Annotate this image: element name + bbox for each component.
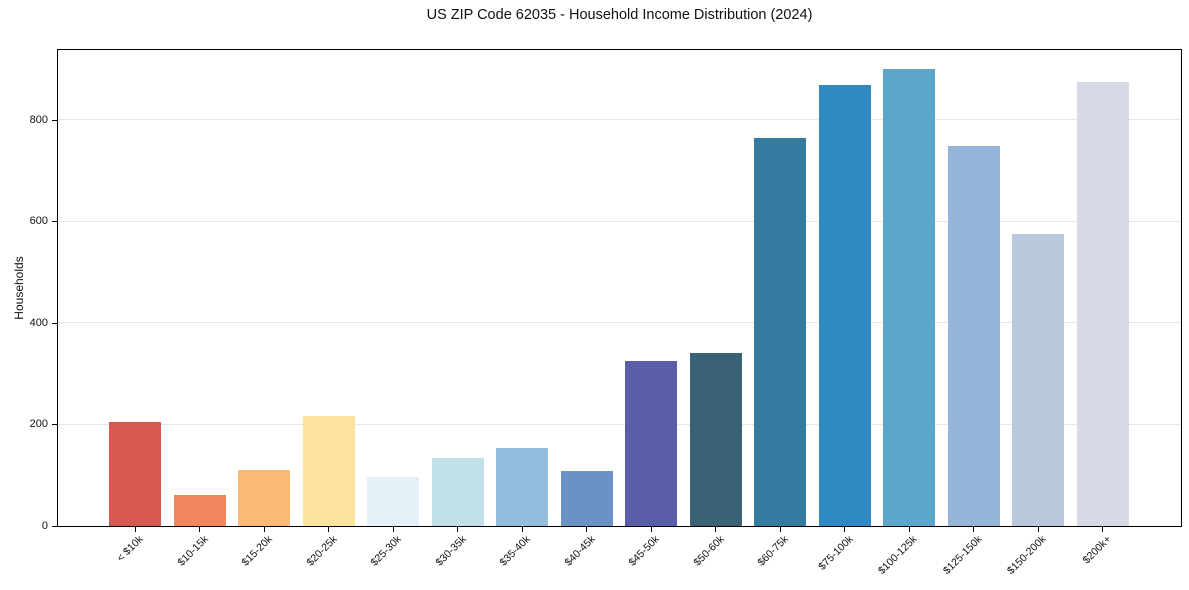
x-tick-mark (586, 526, 588, 532)
x-tick-label: < $10k (114, 533, 146, 565)
x-tick-label: $125-150k (940, 533, 985, 577)
x-tick-mark (650, 526, 652, 532)
y-tick-label: 400 (29, 316, 48, 329)
bar-$200k+ (1076, 81, 1129, 526)
bar-$45-50k (625, 361, 677, 526)
x-tick-label: $200k+ (1080, 533, 1114, 567)
x-tick-label: $60-75k (755, 533, 791, 569)
bar-$40-45k (560, 471, 613, 526)
bar-$30-35k (431, 457, 484, 526)
x-tick-mark (1037, 526, 1039, 532)
x-tick-label: $150-200k (1005, 533, 1049, 577)
x-tick-label: $35-40k (497, 533, 533, 569)
x-tick-label: $40-45k (561, 533, 598, 569)
bar-$10-15k (173, 494, 226, 526)
bar-$60-75k (754, 137, 806, 526)
x-tick-label: $15-20k (239, 533, 275, 569)
y-tick-label: 600 (29, 215, 48, 228)
bar-< $10k (109, 421, 161, 526)
x-tick-mark (392, 526, 394, 532)
y-tick-label: 200 (29, 418, 48, 430)
x-tick-label: $50-60k (690, 533, 727, 569)
x-tick-mark (263, 526, 265, 532)
x-tick-label: $30-35k (432, 533, 469, 569)
x-tick-mark (779, 526, 781, 532)
bar-$50-60k (689, 353, 742, 526)
x-tick-mark (844, 526, 846, 532)
x-tick-mark (457, 526, 459, 532)
gridline (58, 220, 1181, 222)
bar-$125-150k (947, 146, 1000, 526)
x-tick-mark (1102, 526, 1104, 532)
y-tick-label: 800 (29, 113, 48, 126)
x-tick-label: $75-100k (815, 533, 856, 573)
x-tick-label: $45-50k (626, 533, 662, 569)
x-tick-mark (199, 526, 201, 532)
x-tick-label: $100-125k (876, 533, 920, 577)
bar-$15-20k (238, 470, 290, 526)
x-tick-mark (973, 526, 975, 532)
y-tick-mark (52, 525, 58, 527)
bar-$20-25k (302, 415, 355, 526)
y-tick-mark (52, 322, 58, 324)
plot-area (57, 49, 1182, 527)
y-tick-label: 0 (41, 519, 48, 532)
y-axis-label: Households (12, 256, 26, 320)
bar-$100-125k (883, 68, 935, 526)
x-tick-label: $10-15k (174, 533, 211, 569)
bar-$150-200k (1012, 233, 1064, 526)
bar-$35-40k (496, 448, 548, 526)
gridline (58, 322, 1181, 324)
x-tick-mark (715, 526, 717, 532)
x-tick-mark (328, 526, 330, 532)
y-tick-mark (52, 119, 58, 121)
x-tick-mark (521, 526, 523, 532)
bar-$25-30k (367, 477, 419, 526)
gridline (58, 423, 1181, 425)
y-tick-mark (52, 221, 58, 223)
chart-title: US ZIP Code 62035 - Household Income Dis… (426, 7, 813, 23)
x-tick-label: $25-30k (368, 533, 404, 569)
x-tick-mark (134, 526, 136, 532)
bar-$75-100k (818, 85, 871, 526)
gridline (58, 119, 1181, 121)
y-tick-mark (52, 424, 58, 426)
x-tick-mark (908, 526, 910, 532)
x-tick-label: $20-25k (303, 533, 340, 569)
